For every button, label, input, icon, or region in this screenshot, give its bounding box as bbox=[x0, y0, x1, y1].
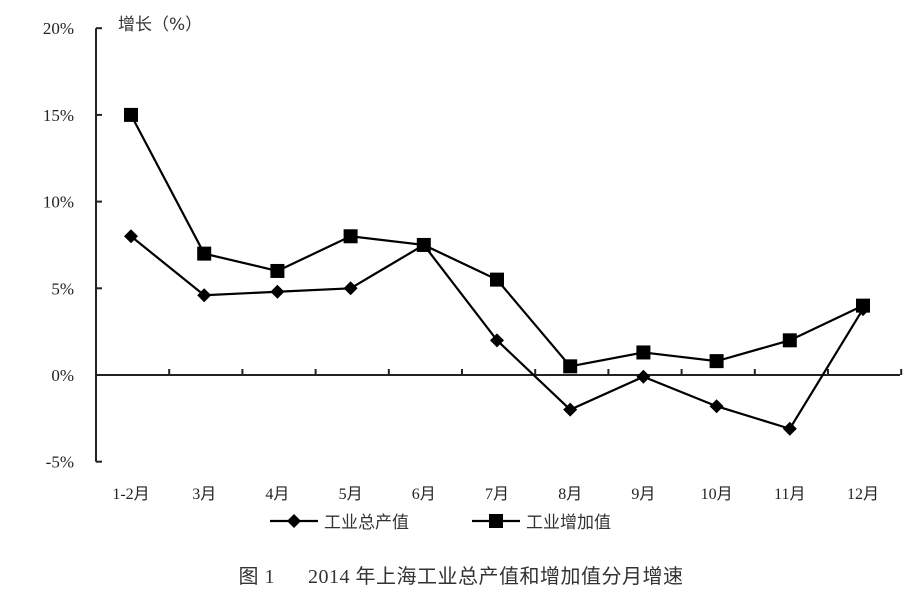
x-axis: 1-2月 3月 4月 5月 6月 7月 8月 9月 10月 11月 12月 bbox=[96, 369, 903, 503]
legend-label: 工业增加值 bbox=[526, 513, 611, 533]
x-tick-label: 3月 bbox=[192, 486, 216, 503]
diamond-marker bbox=[124, 229, 138, 244]
line-chart: -5% 0% 5% 10% 15% 20% 1-2月 3月 4月 5月 6月 7月 8月 9月 10月 11… bbox=[43, 15, 903, 533]
figure-caption: 图 1 2014 年上海工业总产值和增加值分月增速 bbox=[0, 560, 922, 589]
series-line bbox=[130, 235, 864, 431]
x-tick-label: 6月 bbox=[412, 486, 436, 503]
diamond-marker bbox=[563, 402, 578, 417]
y-axis: -5% 0% 5% 10% 15% 20% bbox=[43, 19, 102, 472]
square-marker bbox=[636, 345, 651, 360]
x-tick-label: 4月 bbox=[265, 486, 289, 503]
square-marker bbox=[709, 354, 724, 369]
square-marker bbox=[563, 359, 578, 374]
diamond-marker bbox=[709, 399, 724, 414]
x-tick-label: 11月 bbox=[774, 486, 805, 503]
y-tick-label: 5% bbox=[51, 279, 74, 298]
diamond-marker bbox=[490, 333, 504, 348]
legend-item-diamond: 工业总产值 bbox=[270, 513, 409, 533]
legend-label: 工业总产值 bbox=[324, 513, 409, 533]
diamond-marker bbox=[782, 421, 797, 436]
diamond-marker bbox=[197, 288, 212, 303]
y-axis-title: 增长（%） bbox=[118, 15, 202, 35]
square-marker bbox=[490, 272, 504, 287]
caption-prefix: 图 1 bbox=[238, 566, 275, 588]
diamond-marker bbox=[287, 514, 301, 528]
series-line bbox=[130, 114, 864, 368]
square-marker bbox=[270, 263, 285, 278]
y-tick-label: -5% bbox=[46, 453, 74, 472]
legend: 工业总产值 工业增加值 bbox=[270, 513, 611, 533]
square-marker bbox=[124, 107, 138, 122]
y-tick-label: 20% bbox=[43, 19, 74, 38]
diamond-marker bbox=[343, 281, 358, 296]
y-tick-label: 15% bbox=[43, 106, 74, 125]
square-marker bbox=[416, 237, 431, 252]
series-layer bbox=[124, 107, 870, 436]
series-square bbox=[124, 107, 870, 374]
diamond-marker bbox=[270, 284, 285, 299]
square-marker bbox=[856, 298, 870, 313]
x-tick-label: 10月 bbox=[701, 486, 733, 503]
x-tick-label: 5月 bbox=[339, 486, 363, 503]
y-tick-label: 10% bbox=[43, 193, 74, 212]
square-marker bbox=[489, 514, 503, 528]
square-marker bbox=[782, 333, 797, 348]
caption-text: 2014 年上海工业总产值和增加值分月增速 bbox=[308, 566, 684, 588]
square-marker bbox=[343, 229, 358, 244]
y-tick-label: 0% bbox=[51, 366, 74, 385]
x-tick-label: 1-2月 bbox=[112, 486, 149, 503]
square-marker bbox=[197, 246, 212, 261]
x-tick-label: 12月 bbox=[847, 486, 879, 503]
x-tick-label: 7月 bbox=[485, 486, 509, 503]
x-tick-label: 9月 bbox=[631, 486, 655, 503]
legend-item-square: 工业增加值 bbox=[472, 513, 611, 533]
x-tick-label: 8月 bbox=[558, 486, 582, 503]
diamond-marker bbox=[636, 369, 651, 384]
